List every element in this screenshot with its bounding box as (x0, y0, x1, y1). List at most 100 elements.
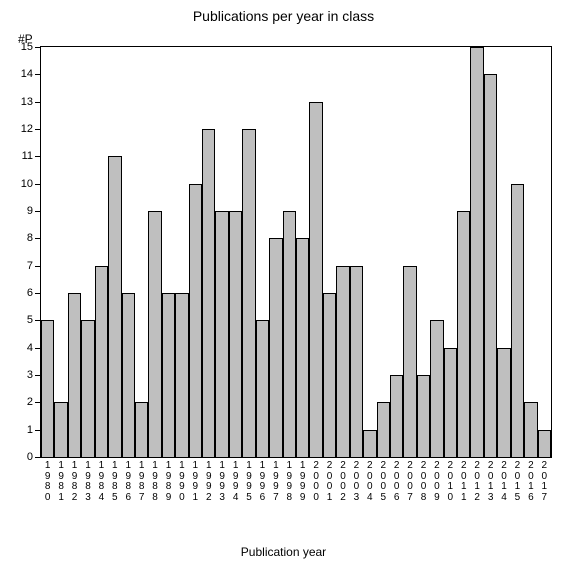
y-tick-label: 9 (9, 205, 33, 217)
x-tick-label: 1990 (176, 461, 188, 503)
bar (497, 348, 510, 457)
y-tick-label: 15 (9, 41, 33, 53)
plot-area: 0123456789101112131415198019811982198319… (40, 46, 552, 458)
bar (215, 211, 228, 457)
x-tick-label: 1998 (283, 461, 295, 503)
y-tick (35, 47, 41, 48)
y-tick (35, 238, 41, 239)
y-tick (35, 293, 41, 294)
bar (457, 211, 470, 457)
y-tick-label: 0 (9, 451, 33, 463)
x-tick-label: 2002 (337, 461, 349, 503)
bar (363, 430, 376, 457)
x-tick-label: 1992 (203, 461, 215, 503)
x-tick-label: 1983 (82, 461, 94, 503)
bar (175, 293, 188, 457)
x-tick-label: 1980 (42, 461, 54, 503)
bar (403, 266, 416, 457)
y-tick-label: 5 (9, 314, 33, 326)
bar (269, 238, 282, 457)
bar (444, 348, 457, 457)
x-tick-label: 2003 (350, 461, 362, 503)
x-tick-label: 2009 (431, 461, 443, 503)
x-tick-label: 1986 (122, 461, 134, 503)
bar (511, 184, 524, 457)
y-tick-label: 4 (9, 342, 33, 354)
bar (148, 211, 161, 457)
y-tick-label: 12 (9, 123, 33, 135)
y-tick (35, 211, 41, 212)
bar (135, 402, 148, 457)
x-tick-label: 1991 (189, 461, 201, 503)
bar (54, 402, 67, 457)
x-tick-label: 2017 (538, 461, 550, 503)
bar (336, 266, 349, 457)
y-tick-label: 2 (9, 396, 33, 408)
bar (296, 238, 309, 457)
bar (256, 320, 269, 457)
x-tick-label: 2004 (364, 461, 376, 503)
x-tick-label: 2015 (511, 461, 523, 503)
x-axis-title: Publication year (0, 545, 567, 559)
y-tick (35, 74, 41, 75)
x-tick-label: 1988 (149, 461, 161, 503)
x-tick-label: 1989 (163, 461, 175, 503)
bar (189, 184, 202, 457)
x-tick-label: 2010 (444, 461, 456, 503)
chart-title: Publications per year in class (0, 8, 567, 24)
x-tick-label: 2006 (391, 461, 403, 503)
y-tick-label: 6 (9, 287, 33, 299)
y-tick (35, 156, 41, 157)
x-tick-label: 1999 (297, 461, 309, 503)
x-tick-label: 1996 (256, 461, 268, 503)
bar (390, 375, 403, 457)
bar (108, 156, 121, 457)
bar (68, 293, 81, 457)
x-tick-label: 2008 (418, 461, 430, 503)
bar (323, 293, 336, 457)
bar (470, 47, 483, 457)
bar (162, 293, 175, 457)
bar (524, 402, 537, 457)
bar (377, 402, 390, 457)
bar (538, 430, 551, 457)
y-tick (35, 129, 41, 130)
y-tick-label: 7 (9, 260, 33, 272)
x-tick-label: 2011 (458, 461, 470, 503)
bar (41, 320, 54, 457)
bar (309, 102, 322, 457)
x-tick-label: 1985 (109, 461, 121, 503)
x-tick-label: 2013 (485, 461, 497, 503)
y-tick (35, 457, 41, 458)
y-tick-label: 14 (9, 68, 33, 80)
x-tick-label: 2007 (404, 461, 416, 503)
x-tick-label: 2014 (498, 461, 510, 503)
x-tick-label: 1997 (270, 461, 282, 503)
bar (229, 211, 242, 457)
y-tick-label: 1 (9, 424, 33, 436)
y-tick-label: 3 (9, 369, 33, 381)
x-tick-label: 1981 (55, 461, 67, 503)
bar (242, 129, 255, 457)
x-tick-label: 2016 (525, 461, 537, 503)
y-tick-label: 11 (9, 150, 33, 162)
x-tick-label: 2012 (471, 461, 483, 503)
bar (350, 266, 363, 457)
x-tick-label: 1984 (95, 461, 107, 503)
bar (122, 293, 135, 457)
x-tick-label: 1982 (69, 461, 81, 503)
x-tick-label: 2001 (324, 461, 336, 503)
x-tick-label: 1995 (243, 461, 255, 503)
bar (417, 375, 430, 457)
y-tick-label: 10 (9, 178, 33, 190)
x-tick-label: 1993 (216, 461, 228, 503)
publications-chart: Publications per year in class #P 012345… (0, 0, 567, 567)
bar (484, 74, 497, 457)
x-tick-label: 1994 (230, 461, 242, 503)
x-tick-label: 2005 (377, 461, 389, 503)
bar (283, 211, 296, 457)
bar (202, 129, 215, 457)
bar (81, 320, 94, 457)
y-tick (35, 266, 41, 267)
y-tick (35, 184, 41, 185)
